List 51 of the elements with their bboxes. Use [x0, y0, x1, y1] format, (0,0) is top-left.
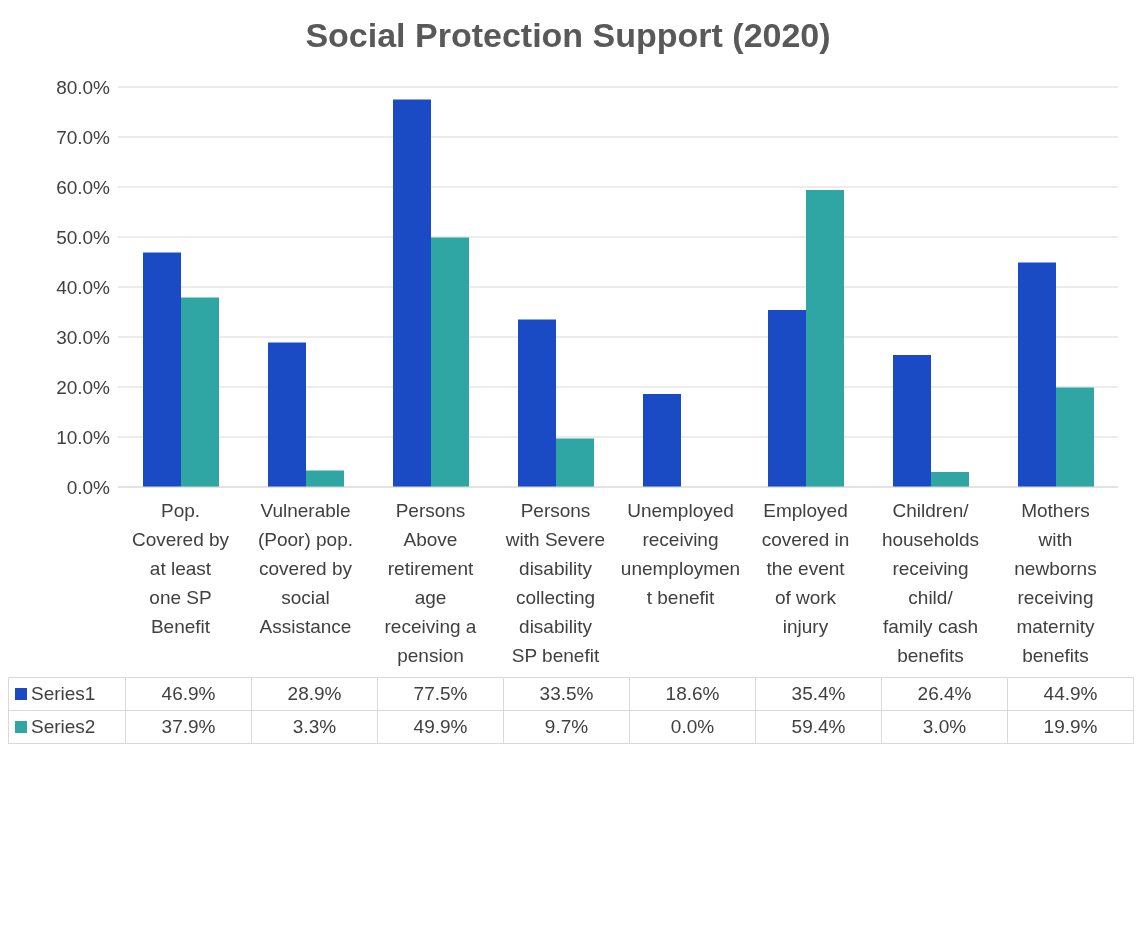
- x-tick-label: Vulnerable (Poor) pop. covered by social Assistance: [257, 500, 354, 637]
- y-tick-label: 70.0%: [56, 126, 111, 148]
- y-tick-label: 10.0%: [56, 426, 111, 448]
- y-tick-label: 80.0%: [56, 76, 111, 98]
- bar: [1018, 262, 1056, 487]
- bar: [768, 310, 806, 487]
- x-tick-label: Pop. Covered by at least one SP Benefit: [131, 500, 230, 637]
- data-label: 35.4%: [755, 677, 882, 711]
- bar: [306, 470, 344, 487]
- data-label: 0.0%: [629, 710, 756, 744]
- y-tick-label: 0.0%: [66, 476, 111, 498]
- chart-title: Social Protection Support (2020): [304, 15, 832, 56]
- y-tick-label: 20.0%: [56, 376, 111, 398]
- y-tick-label: 30.0%: [56, 326, 111, 348]
- bar: [518, 319, 556, 487]
- data-label: 77.5%: [377, 677, 504, 711]
- data-label: 19.9%: [1007, 710, 1134, 744]
- x-tick-label: Unemployed receiving unemployment benefit: [620, 500, 741, 608]
- bar: [143, 252, 181, 487]
- legend-label: Series1: [8, 677, 126, 711]
- data-label: 59.4%: [755, 710, 882, 744]
- bar: [431, 237, 469, 487]
- data-label: 3.0%: [881, 710, 1008, 744]
- bar: [893, 355, 931, 487]
- x-tick-label: Children/households receiving child/family cash benefits: [881, 500, 980, 666]
- data-label: 44.9%: [1007, 677, 1134, 711]
- x-tick-label: Employed covered in the event of work injury: [761, 500, 850, 637]
- bar: [556, 438, 594, 487]
- data-label: 28.9%: [251, 677, 378, 711]
- y-tick-label: 50.0%: [56, 226, 111, 248]
- data-label: 3.3%: [251, 710, 378, 744]
- bar: [181, 297, 219, 487]
- legend-label: Series2: [8, 710, 126, 744]
- bar: [1056, 387, 1094, 487]
- data-label: 18.6%: [629, 677, 756, 711]
- data-label: 37.9%: [125, 710, 252, 744]
- bar: [393, 99, 431, 487]
- data-label: 33.5%: [503, 677, 630, 711]
- y-tick-label: 60.0%: [56, 176, 111, 198]
- y-tick-label: 40.0%: [56, 276, 111, 298]
- bar: [643, 394, 681, 487]
- x-tick-label: Persons with Severe disability collecting disability SP benefit: [504, 500, 606, 666]
- bar: [268, 342, 306, 487]
- x-tick-label: Mothers with newborns receiving maternity benefits: [1014, 500, 1097, 666]
- data-label: 46.9%: [125, 677, 252, 711]
- data-label: 26.4%: [881, 677, 1008, 711]
- data-label: 49.9%: [377, 710, 504, 744]
- x-tick-label: Persons Above retirement age receiving a pension: [384, 500, 477, 666]
- bar: [806, 190, 844, 487]
- data-label: 9.7%: [503, 710, 630, 744]
- bar: [931, 472, 969, 487]
